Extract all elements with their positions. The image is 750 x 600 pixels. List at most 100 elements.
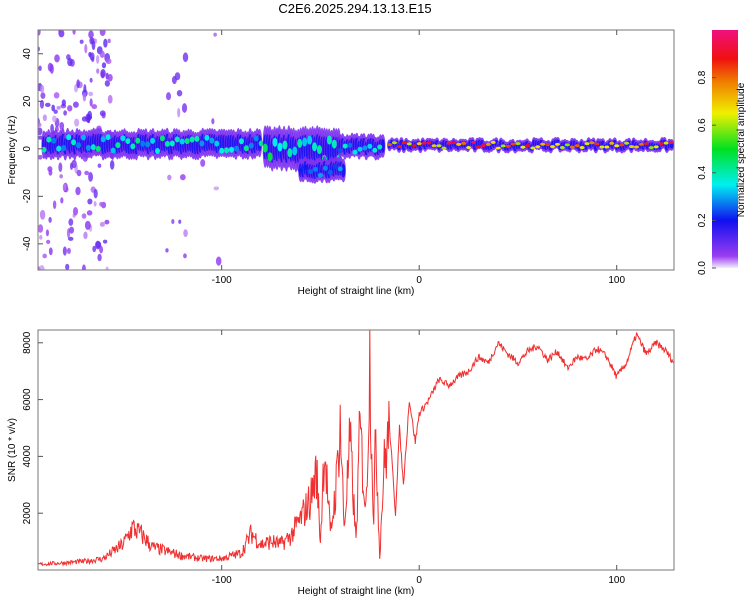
noise-speck [167, 174, 172, 181]
band-core [262, 143, 268, 153]
band-core [125, 138, 131, 145]
noise-speck [52, 200, 57, 209]
noise-speck [83, 84, 87, 94]
noise-speck [72, 206, 79, 216]
noise-speck [66, 247, 71, 255]
noise-speck [61, 99, 66, 107]
noise-speck [89, 52, 95, 61]
noise-speck [38, 122, 42, 128]
spectrogram-axes: -100 0 100 -40 -20 0 20 40 [22, 30, 625, 286]
band-core [530, 146, 536, 150]
colorbar-tick-label: 0.8 [697, 70, 708, 84]
band-core [90, 144, 96, 151]
band-core [327, 169, 333, 175]
band-core [184, 138, 190, 145]
noise-speck [51, 104, 56, 112]
band-core [267, 152, 273, 162]
noise-speck [86, 210, 93, 216]
band-core [579, 146, 585, 150]
band-core [451, 141, 457, 145]
band-core [302, 137, 308, 147]
noise-speck [75, 186, 81, 196]
band-core [490, 140, 496, 144]
noise-speck [99, 110, 106, 117]
y-tick-label: 8000 [22, 331, 33, 354]
noise-speck [107, 94, 113, 104]
band-core [56, 145, 62, 152]
band-core [258, 140, 264, 147]
noise-speck [107, 38, 111, 44]
band-core [110, 147, 116, 154]
band-core [174, 136, 180, 143]
noise-speck [183, 229, 188, 238]
band-core [46, 136, 52, 143]
colorbar [712, 30, 738, 268]
noise-speck [213, 186, 220, 191]
band-core [535, 145, 541, 149]
noise-speck [49, 63, 54, 74]
noise-speck [59, 174, 63, 179]
band-core [71, 139, 77, 146]
noise-speck [89, 98, 93, 107]
band-core [41, 146, 47, 153]
noise-speck [213, 32, 217, 37]
noise-speck [86, 113, 91, 124]
band-core [431, 144, 437, 148]
spectrogram-marks [38, 30, 674, 270]
noise-speck [39, 265, 45, 270]
band-core [307, 135, 313, 145]
noise-speck [97, 253, 102, 262]
plot-frame [37, 329, 675, 571]
noise-speck [62, 183, 67, 192]
band-core [317, 172, 323, 178]
band-core [362, 145, 368, 151]
band-core [638, 142, 644, 146]
noise-speck [38, 30, 41, 36]
noise-speck [103, 38, 108, 48]
band-core [313, 166, 319, 172]
noise-speck [38, 224, 44, 233]
noise-speck [46, 239, 51, 245]
noise-speck [67, 105, 73, 112]
x-tick-label: 0 [416, 275, 422, 286]
noise-speck [39, 209, 46, 220]
band-core [456, 142, 462, 146]
band-core [105, 134, 111, 141]
band-core [624, 141, 630, 145]
band-core [229, 146, 235, 153]
band-core [471, 140, 477, 144]
noise-speck [99, 245, 104, 254]
band-core [569, 145, 575, 149]
noise-speck [99, 50, 105, 58]
noise-speck [67, 236, 74, 241]
band-core [643, 142, 649, 146]
band-core [619, 143, 625, 147]
snr-axes: -100 0 100 2000 4000 6000 8000 [22, 330, 625, 586]
noise-speck [99, 30, 106, 37]
band-core [326, 135, 332, 145]
band-core [95, 145, 101, 152]
band-core [316, 145, 322, 155]
noise-speck [42, 114, 47, 122]
colorbar-tick-label: 0.4 [697, 165, 708, 179]
colorbar-tick-label: 0.0 [697, 261, 708, 275]
noise-speck [72, 101, 79, 108]
noise-speck [87, 198, 93, 205]
colorbar-ticks: 0.0 0.2 0.4 0.6 0.8 [697, 70, 716, 275]
noise-speck [45, 229, 50, 237]
x-tick-label: -100 [212, 275, 232, 286]
snr-plot: -100 0 100 2000 4000 6000 8000 Height of strai… [7, 329, 675, 597]
spectrogram-plot: -100 0 100 -40 -20 0 20 40 Height of straight l… [7, 29, 747, 297]
noise-speck [165, 248, 169, 253]
noise-speck [83, 231, 88, 240]
band-core [80, 134, 86, 141]
noise-speck [101, 71, 105, 79]
x-axis-label: Height of straight line (km) [298, 286, 415, 297]
band-core [609, 141, 615, 145]
noise-speck [177, 107, 181, 118]
noise-speck [99, 221, 105, 227]
band-core [421, 141, 427, 145]
noise-speck [38, 154, 43, 160]
y-tick-label: -40 [22, 236, 33, 251]
band-core [495, 146, 501, 150]
